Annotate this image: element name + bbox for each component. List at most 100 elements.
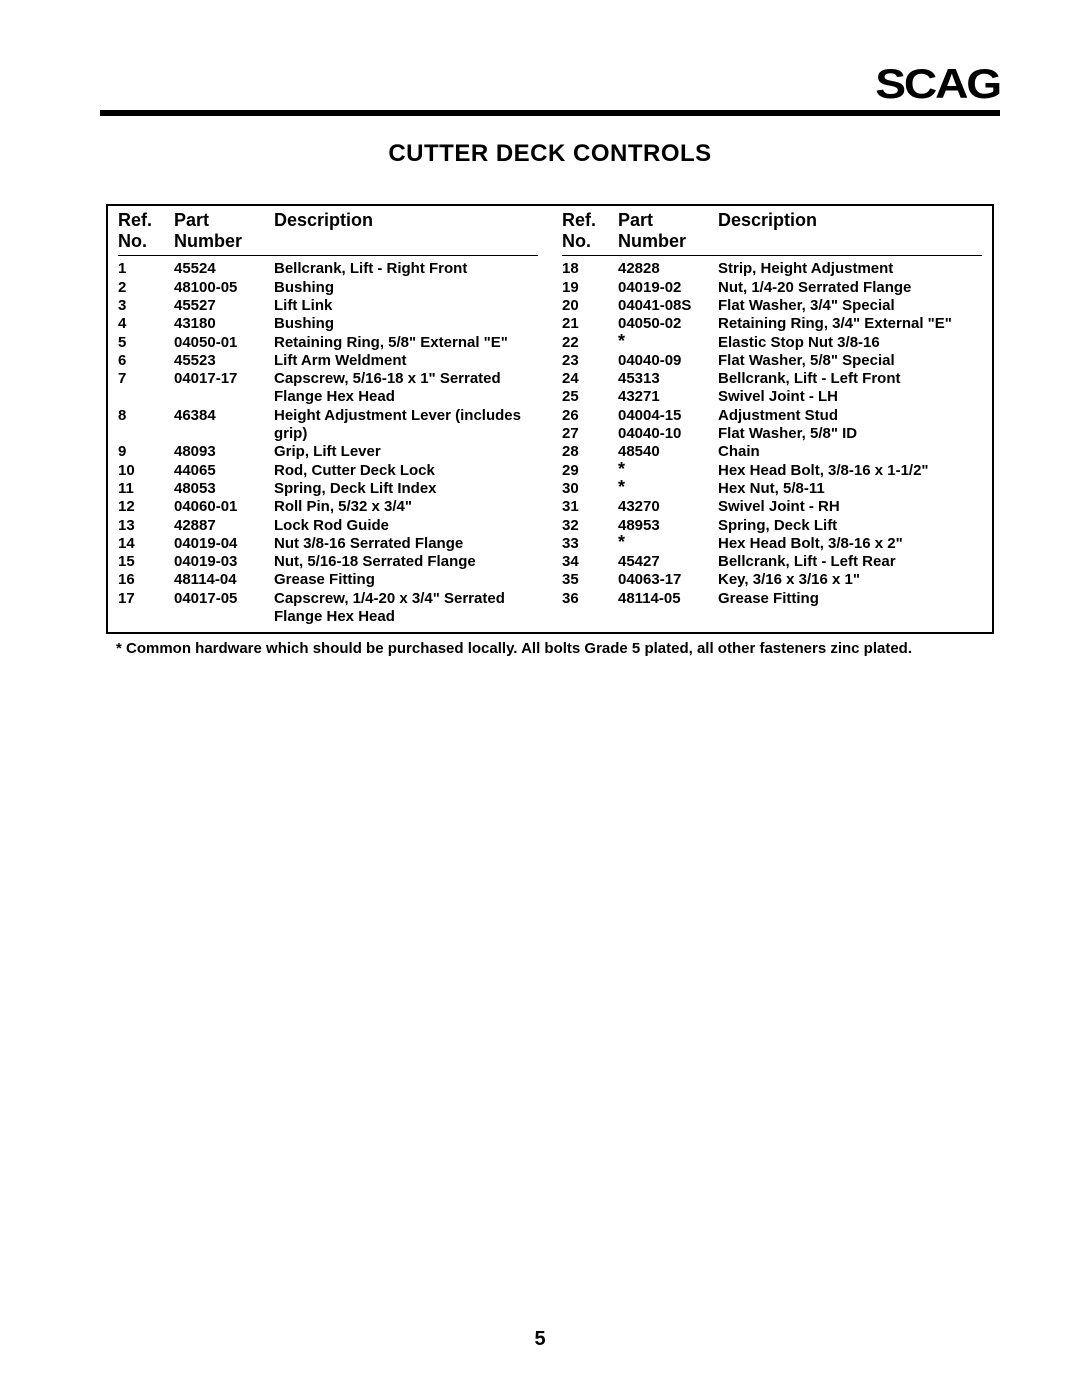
cell-part (174, 388, 274, 406)
cell-part (174, 608, 274, 626)
cell-ref: 30 (562, 480, 618, 498)
cell-desc: Strip, Height Adjustment (718, 260, 982, 278)
cell-ref: 36 (562, 590, 618, 608)
asterisk-icon: * (618, 462, 625, 476)
table-row: 2304040-09Flat Washer, 5/8" Special (562, 352, 982, 370)
cell-ref: 32 (562, 517, 618, 535)
table-row: 2543271Swivel Joint - LH (562, 388, 982, 406)
cell-desc: Bushing (274, 279, 538, 297)
cell-ref: 6 (118, 352, 174, 370)
cell-part: * (618, 334, 718, 352)
table-row: 948093Grip, Lift Lever (118, 443, 538, 461)
cell-ref: 15 (118, 553, 174, 571)
cell-ref: 3 (118, 297, 174, 315)
cell-desc: Lift Link (274, 297, 538, 315)
cell-ref: 2 (118, 279, 174, 297)
cell-desc: Grease Fitting (718, 590, 982, 608)
cell-desc: Spring, Deck Lift Index (274, 480, 538, 498)
cell-part: 04004-15 (618, 407, 718, 425)
cell-ref: 33 (562, 535, 618, 553)
table-row: 3504063-17Key, 3/16 x 3/16 x 1" (562, 571, 982, 589)
table-row: 3248953Spring, Deck Lift (562, 517, 982, 535)
table-col-right: Ref.No. PartNumber Description 1842828St… (556, 210, 982, 626)
cell-ref: 31 (562, 498, 618, 516)
header-rule (100, 110, 1000, 116)
asterisk-icon: * (618, 535, 625, 549)
table-header: Ref.No. PartNumber Description (118, 210, 538, 253)
cell-ref: 28 (562, 443, 618, 461)
cell-ref: 25 (562, 388, 618, 406)
cell-desc: Adjustment Stud (718, 407, 982, 425)
cell-part: 45427 (618, 553, 718, 571)
table-row: 33* Hex Head Bolt, 3/8-16 x 2" (562, 535, 982, 553)
cell-ref: 16 (118, 571, 174, 589)
cell-ref: 9 (118, 443, 174, 461)
cell-desc: Swivel Joint - LH (718, 388, 982, 406)
cell-ref: 29 (562, 462, 618, 480)
cell-part: 44065 (174, 462, 274, 480)
hdr-part: PartNumber (174, 210, 274, 251)
cell-desc: Retaining Ring, 5/8" External "E" (274, 334, 538, 352)
cell-ref: 20 (562, 297, 618, 315)
cell-part: 45524 (174, 260, 274, 278)
cell-desc: Capscrew, 1/4-20 x 3/4" Serrated (274, 590, 538, 608)
cell-part: 48540 (618, 443, 718, 461)
cell-part: 48114-04 (174, 571, 274, 589)
hdr-desc: Description (274, 210, 538, 251)
cell-part: 48053 (174, 480, 274, 498)
cell-ref: 10 (118, 462, 174, 480)
cell-desc: Hex Head Bolt, 3/8-16 x 2" (718, 535, 982, 553)
cell-part: 04060-01 (174, 498, 274, 516)
table-row: 1044065Rod, Cutter Deck Lock (118, 462, 538, 480)
cell-part: 42887 (174, 517, 274, 535)
cell-desc: Nut, 5/16-18 Serrated Flange (274, 553, 538, 571)
cell-desc: Bellcrank, Lift - Left Rear (718, 553, 982, 571)
table-row: 2848540Chain (562, 443, 982, 461)
cell-part: 43271 (618, 388, 718, 406)
cell-desc: Elastic Stop Nut 3/8-16 (718, 334, 982, 352)
cell-desc: Lock Rod Guide (274, 517, 538, 535)
table-col-left: Ref.No. PartNumber Description 145524Bel… (118, 210, 556, 626)
cell-desc: Swivel Joint - RH (718, 498, 982, 516)
cell-part: * (618, 480, 718, 498)
header-underline (118, 255, 538, 256)
table-row: 29*Hex Head Bolt, 3/8-16 x 1-1/2" (562, 462, 982, 480)
cell-part: 48114-05 (618, 590, 718, 608)
cell-ref: 13 (118, 517, 174, 535)
table-header: Ref.No. PartNumber Description (562, 210, 982, 253)
table-row: 1904019-02Nut, 1/4-20 Serrated Flange (562, 279, 982, 297)
hdr-ref: Ref.No. (562, 210, 618, 251)
cell-part: * (618, 535, 718, 553)
table-row: 1148053Spring, Deck Lift Index (118, 480, 538, 498)
cell-part: 04017-17 (174, 370, 274, 388)
cell-desc: Grease Fitting (274, 571, 538, 589)
cell-part: 48100-05 (174, 279, 274, 297)
table-row: 3648114-05Grease Fitting (562, 590, 982, 608)
cell-ref: 21 (562, 315, 618, 333)
cell-desc: Spring, Deck Lift (718, 517, 982, 535)
cell-part: 04050-01 (174, 334, 274, 352)
table-row: Flange Hex Head (118, 388, 538, 406)
cell-ref: 22 (562, 334, 618, 352)
cell-part: 04040-10 (618, 425, 718, 443)
cell-part: 04040-09 (618, 352, 718, 370)
hdr-ref: Ref.No. (118, 210, 174, 251)
hdr-part: PartNumber (618, 210, 718, 251)
cell-part: 04041-08S (618, 297, 718, 315)
table-row: 145524Bellcrank, Lift - Right Front (118, 260, 538, 278)
table-row: 1648114-04Grease Fitting (118, 571, 538, 589)
cell-ref: 17 (118, 590, 174, 608)
cell-ref: 4 (118, 315, 174, 333)
cell-desc: Flange Hex Head (274, 608, 538, 626)
table-row: 1404019-04Nut 3/8-16 Serrated Flange (118, 535, 538, 553)
cell-ref: 7 (118, 370, 174, 388)
brand-logo: SCAG (10, 60, 1000, 108)
cell-ref: 23 (562, 352, 618, 370)
cell-desc: Key, 3/16 x 3/16 x 1" (718, 571, 982, 589)
cell-part: 45527 (174, 297, 274, 315)
cell-desc: Grip, Lift Lever (274, 443, 538, 461)
cell-part: 04019-03 (174, 553, 274, 571)
cell-desc: Roll Pin, 5/32 x 3/4" (274, 498, 538, 516)
cell-desc: Bushing (274, 315, 538, 333)
table-row: 504050-01Retaining Ring, 5/8" External "… (118, 334, 538, 352)
